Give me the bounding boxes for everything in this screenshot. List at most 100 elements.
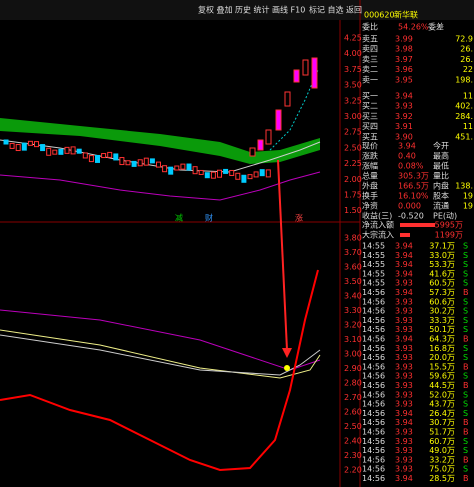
candle [76, 148, 82, 154]
book-price: 3.91 [395, 122, 413, 131]
tick-time: 14:55 [362, 242, 385, 251]
toolbar-button[interactable]: 标记 [309, 5, 325, 15]
book-volume: 11 [463, 92, 473, 101]
tick-price: 3.93 [395, 381, 413, 390]
candle [70, 146, 76, 155]
tick-volume: 50.1万 [429, 325, 455, 334]
stat-value: 0.08% [398, 162, 424, 171]
toolbar-button[interactable]: 统计 [254, 5, 270, 15]
toolbar-button[interactable]: 叠加 [217, 5, 233, 15]
candle [302, 59, 309, 76]
tick-volume: 20.0万 [429, 353, 455, 362]
toolbar-button[interactable]: 复权 [198, 5, 214, 15]
book-label: 买三 [362, 112, 378, 121]
book-volume: 402. [455, 102, 473, 111]
book-price: 3.95 [395, 75, 413, 84]
book-volume: 284. [455, 112, 473, 121]
book-price: 3.96 [395, 65, 413, 74]
toolbar-button[interactable]: 自选 [328, 5, 344, 15]
toolbar-button[interactable]: 画线 [272, 5, 288, 15]
tick-side: S [463, 307, 468, 316]
tick-volume: 60.5万 [429, 279, 455, 288]
tick-price: 3.94 [395, 269, 413, 278]
tick-price: 3.93 [395, 390, 413, 399]
candle [311, 57, 318, 89]
candle [217, 169, 222, 178]
tick-volume: 44.5万 [429, 381, 455, 390]
flow-label: 净流入额 [362, 220, 394, 230]
y-tick-label: 3.70 [344, 248, 362, 257]
candle [125, 160, 131, 166]
candle [249, 147, 256, 157]
tick-volume: 43.7万 [429, 400, 455, 409]
book-label: 买四 [362, 122, 378, 131]
y-tick-label: 3.80 [344, 234, 362, 243]
tick-price: 3.94 [395, 288, 413, 297]
tick-time: 14:56 [362, 465, 385, 474]
candle [198, 169, 204, 175]
candle [137, 159, 143, 167]
tick-side: S [463, 390, 468, 399]
book-label: 卖二 [362, 65, 378, 74]
tick-side: B [463, 381, 469, 390]
stat-value: -0.520 [398, 212, 424, 221]
stat-label: 外盘 [362, 181, 378, 191]
tick-side: S [463, 269, 468, 278]
candle [162, 165, 168, 173]
candle [253, 171, 259, 178]
tick-volume: 53.3万 [429, 260, 455, 269]
tick-volume: 26.4万 [429, 409, 455, 418]
flow-value: 1199万 [435, 231, 463, 240]
candle [9, 142, 15, 149]
tick-volume: 75.0万 [429, 465, 455, 474]
stock-name: 新华联 [394, 10, 418, 20]
tick-volume: 37.1万 [429, 242, 455, 251]
flow-label: 大宗流入 [362, 230, 394, 240]
book-price: 3.97 [395, 55, 413, 64]
tick-price: 3.94 [395, 418, 413, 427]
tick-time: 14:56 [362, 353, 385, 362]
candle [95, 154, 100, 163]
book-volume: 22 [463, 65, 473, 74]
toolbar-button[interactable]: F10 [291, 6, 306, 15]
book-label: 卖五 [362, 35, 378, 44]
lower-line [0, 329, 321, 379]
tick-side: S [463, 297, 468, 306]
candle [82, 152, 88, 159]
stat-value: 138. [455, 182, 473, 191]
book-price: 3.98 [395, 45, 413, 54]
tick-volume: 59.6万 [429, 372, 455, 381]
stat-label: 内盘 [433, 181, 449, 191]
candle [192, 166, 198, 175]
value: 54.26% [398, 23, 429, 32]
stat-value: 0.000 [398, 202, 421, 211]
y-tick-label: 2.75 [344, 128, 362, 137]
y-tick-label: 2.50 [344, 143, 362, 152]
stat-label: 涨跌 [362, 151, 378, 161]
candle [265, 129, 272, 145]
y-tick-label: 3.20 [344, 321, 362, 330]
tick-side: S [463, 465, 468, 474]
tick-time: 14:56 [362, 344, 385, 353]
tick-price: 3.93 [395, 362, 413, 371]
toolbar-button[interactable]: 返回 [346, 6, 362, 15]
tick-side: S [463, 316, 468, 325]
tick-side: S [463, 437, 468, 446]
toolbar [0, 0, 474, 20]
tick-time: 14:56 [362, 455, 385, 464]
candle [21, 142, 27, 151]
tick-volume: 33.0万 [429, 251, 455, 260]
label: 委差 [428, 22, 444, 32]
candle [293, 69, 300, 83]
y-tick-label: 3.60 [344, 263, 362, 272]
stat-label: 总量 [362, 171, 378, 181]
book-price: 3.94 [395, 92, 413, 101]
tick-price: 3.94 [395, 335, 413, 344]
tick-price: 3.93 [395, 428, 413, 437]
toolbar-button[interactable]: 历史 [235, 5, 251, 15]
candle [46, 147, 52, 156]
book-label: 卖一 [362, 75, 378, 84]
candle [101, 153, 107, 159]
stat-value: 166.5万 [398, 182, 429, 191]
cross-point [284, 365, 290, 371]
